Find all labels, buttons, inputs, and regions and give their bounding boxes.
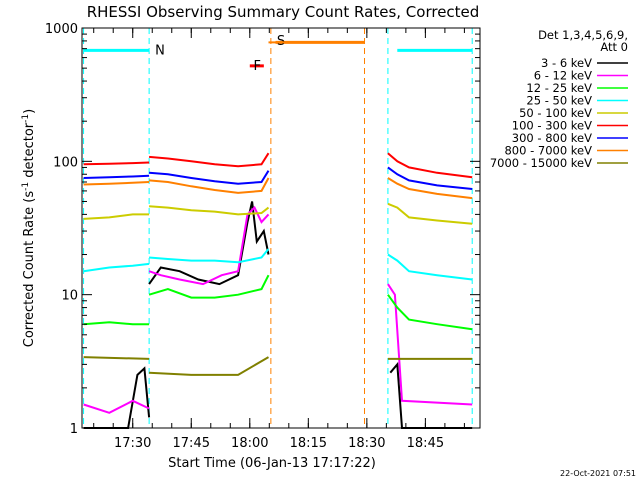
chart-title: RHESSI Observing Summary Count Rates, Co…	[87, 3, 480, 21]
series-2	[83, 274, 473, 331]
y-tick-label: 10	[61, 289, 78, 304]
x-tick-label: 17:30	[114, 436, 151, 451]
legend-label: 12 - 25 keV	[526, 81, 592, 95]
series-line	[387, 283, 473, 406]
series-line	[83, 213, 150, 220]
series-4	[83, 202, 473, 225]
legend-label: 6 - 12 keV	[534, 69, 592, 83]
series-5	[83, 152, 473, 179]
series-line	[83, 399, 150, 414]
x-tick-label: 18:30	[348, 436, 385, 451]
series-1	[83, 205, 473, 414]
series-line	[83, 262, 150, 273]
x-tick-label: 18:15	[290, 436, 327, 451]
legend-label: 100 - 300 keV	[512, 119, 592, 133]
y-tick-label: 100	[53, 155, 78, 170]
series-line	[83, 181, 150, 186]
series-line	[387, 152, 473, 179]
series-3	[83, 248, 473, 281]
y-tick-label: 1000	[45, 22, 78, 37]
legend-header-attenuator: Att 0	[600, 40, 628, 54]
flag-group: NFS	[83, 28, 473, 428]
x-axis-label: Start Time (06-Jan-13 17:17:22)	[168, 456, 376, 471]
series-line	[83, 174, 150, 179]
series-line	[83, 366, 151, 429]
series-line	[83, 321, 150, 326]
series-line	[149, 170, 270, 185]
flag-annotation: F	[253, 59, 260, 74]
x-tick-label: 18:45	[407, 436, 444, 451]
series-line	[387, 202, 473, 225]
series-8	[83, 356, 473, 376]
series-line	[148, 205, 270, 286]
series-7	[83, 41, 473, 200]
series-line	[387, 294, 473, 331]
legend-label: 800 - 7000 keV	[504, 144, 592, 158]
y-tick-label: 1	[70, 422, 78, 437]
legend-label: 7000 - 15000 keV	[490, 156, 592, 170]
legend-label: 3 - 6 keV	[541, 56, 592, 70]
x-tick-label: 17:45	[173, 436, 210, 451]
flag-annotation: N	[155, 43, 165, 58]
timestamp: 22-Oct-2021 07:51	[560, 469, 636, 478]
series-0	[83, 201, 473, 429]
series-line	[148, 274, 270, 299]
legend-label: 25 - 50 keV	[526, 94, 592, 108]
y-axis-label: Corrected Count Rate (s-1 detector-1)	[21, 109, 37, 347]
legend-label: 300 - 800 keV	[512, 131, 592, 145]
series-line	[149, 177, 270, 194]
series-line	[387, 166, 473, 190]
series-line	[387, 253, 473, 281]
series-line	[149, 248, 270, 264]
series-line	[149, 152, 270, 168]
series-line	[148, 201, 270, 286]
plot-frame	[81, 27, 481, 429]
series-line	[149, 205, 270, 216]
series-group	[83, 41, 473, 429]
series-line	[83, 356, 150, 360]
legend-header-detectors: Det 1,3,4,5,6,9,	[538, 28, 628, 42]
legend-label: 50 - 100 keV	[519, 106, 592, 120]
x-axis: 17:30 17:45 18:00 18:15 18:30 18:45	[93, 28, 465, 451]
series-line	[387, 177, 473, 200]
series-6	[83, 166, 473, 190]
y-axis: 1 10 100 1000	[45, 22, 480, 437]
series-line	[83, 161, 150, 166]
x-tick-label: 18:00	[231, 436, 268, 451]
series-line	[149, 356, 270, 376]
